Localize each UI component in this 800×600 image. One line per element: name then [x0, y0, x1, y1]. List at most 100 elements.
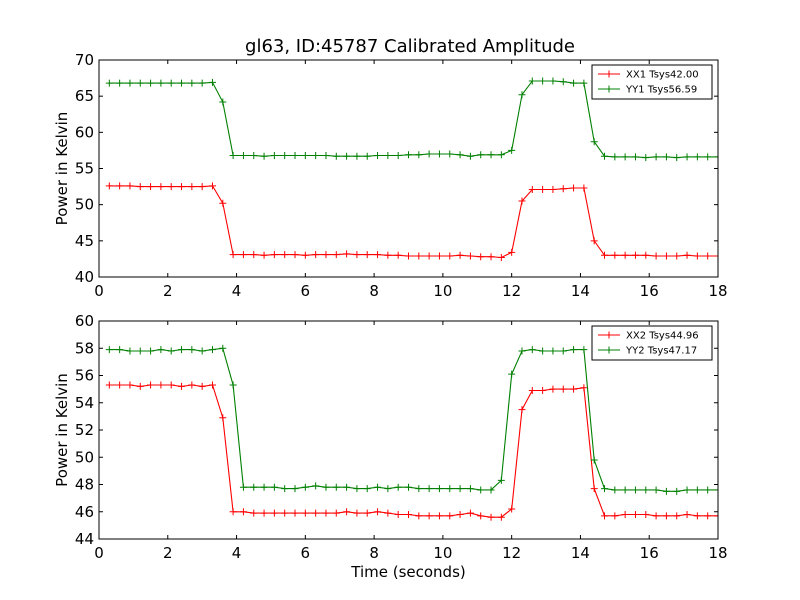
data-point-marker: [374, 251, 382, 259]
data-point-marker: [384, 151, 392, 159]
data-point-marker: [126, 79, 134, 87]
x-tick-label: 6: [301, 544, 311, 562]
data-point-marker: [178, 79, 186, 87]
data-point-marker: [291, 485, 299, 493]
x-tick-label: 4: [232, 282, 242, 300]
legend-box: [591, 64, 713, 100]
data-point-marker: [631, 153, 639, 161]
data-point-marker: [394, 510, 402, 518]
y-tick-label: 54: [75, 394, 94, 412]
data-point-marker: [673, 512, 681, 520]
data-point-marker: [518, 197, 526, 205]
data-point-marker: [394, 251, 402, 259]
data-point-marker: [343, 483, 351, 491]
data-point-marker: [363, 251, 371, 259]
data-point-marker: [178, 382, 186, 390]
data-point-marker: [611, 486, 619, 494]
data-point-marker: [487, 151, 495, 159]
data-point-marker: [497, 476, 505, 484]
data-point-marker: [353, 485, 361, 493]
x-tick-label: 8: [369, 282, 379, 300]
data-point-marker: [208, 381, 216, 389]
data-point-marker: [466, 485, 474, 493]
top-panel-xx1-yy1: 0 2 4 6 8 10 12 14 16 18 40 45 50 55 60 65 70 Power in Ke…: [53, 51, 728, 300]
data-point-marker: [260, 483, 268, 491]
y-tick-label: 48: [75, 476, 94, 494]
data-point-marker: [281, 509, 289, 517]
data-point-marker: [384, 251, 392, 259]
data-point-marker: [580, 384, 588, 392]
data-point-marker: [229, 508, 237, 516]
y-axis-label: Power in Kelvin: [53, 373, 71, 487]
legend-marker: [605, 70, 613, 78]
data-point-marker: [126, 182, 134, 190]
data-point-marker: [322, 151, 330, 159]
data-point-marker: [580, 79, 588, 87]
data-point-marker: [374, 508, 382, 516]
data-point-marker: [167, 183, 175, 191]
x-tick-label: 12: [502, 544, 521, 562]
data-point-marker: [322, 483, 330, 491]
data-point-marker: [343, 508, 351, 516]
data-point-marker: [601, 251, 609, 259]
data-point-marker: [105, 346, 113, 354]
data-point-marker: [683, 153, 691, 161]
data-point-marker: [374, 483, 382, 491]
data-point-marker: [374, 151, 382, 159]
data-point-marker: [497, 513, 505, 521]
y-tick-label: 65: [75, 87, 94, 105]
data-point-marker: [446, 512, 454, 520]
data-point-marker: [693, 153, 701, 161]
data-point-marker: [116, 79, 124, 87]
data-point-marker: [539, 185, 547, 193]
data-point-marker: [508, 248, 516, 256]
data-point-marker: [714, 486, 718, 494]
data-point-marker: [116, 182, 124, 190]
series-xx2: [105, 381, 718, 521]
legend-marker: [605, 346, 613, 354]
data-point-marker: [487, 486, 495, 494]
data-point-marker: [136, 79, 144, 87]
data-point-marker: [394, 151, 402, 159]
data-point-marker: [662, 252, 670, 260]
data-point-marker: [281, 251, 289, 259]
data-point-marker: [673, 252, 681, 260]
x-axis-label: Time (seconds): [350, 563, 466, 581]
data-point-marker: [384, 509, 392, 517]
data-point-marker: [260, 152, 268, 160]
data-point-marker: [136, 183, 144, 191]
y-tick-label: 56: [75, 367, 94, 385]
data-point-marker: [652, 486, 660, 494]
data-point-marker: [704, 486, 712, 494]
data-point-marker: [508, 370, 516, 378]
data-point-marker: [116, 346, 124, 354]
y-tick-label: 45: [75, 232, 94, 250]
data-point-marker: [528, 386, 536, 394]
y-tick-label: 60: [75, 123, 94, 141]
data-point-marker: [332, 152, 340, 160]
data-point-marker: [157, 346, 165, 354]
data-point-marker: [570, 184, 578, 192]
data-point-marker: [673, 487, 681, 495]
data-point-marker: [250, 509, 258, 517]
legend-entry-label: XX2 Tsys44.96: [626, 331, 699, 342]
data-point-marker: [219, 414, 227, 422]
legend-entry-label: YY1 Tsys56.59: [625, 85, 697, 96]
x-tick-label: 14: [571, 282, 590, 300]
series-yy1: [105, 77, 718, 162]
data-point-marker: [621, 153, 629, 161]
data-point-marker: [208, 182, 216, 190]
data-point-marker: [446, 150, 454, 158]
data-point-marker: [394, 483, 402, 491]
data-point-marker: [559, 347, 567, 355]
data-point-marker: [116, 381, 124, 389]
data-point-marker: [508, 146, 516, 154]
data-point-marker: [260, 509, 268, 517]
data-point-marker: [178, 183, 186, 191]
data-point-marker: [270, 151, 278, 159]
data-point-marker: [570, 79, 578, 87]
data-point-marker: [683, 251, 691, 259]
x-tick-label: 16: [640, 544, 659, 562]
data-point-marker: [415, 252, 423, 260]
legend-marker: [605, 331, 613, 339]
